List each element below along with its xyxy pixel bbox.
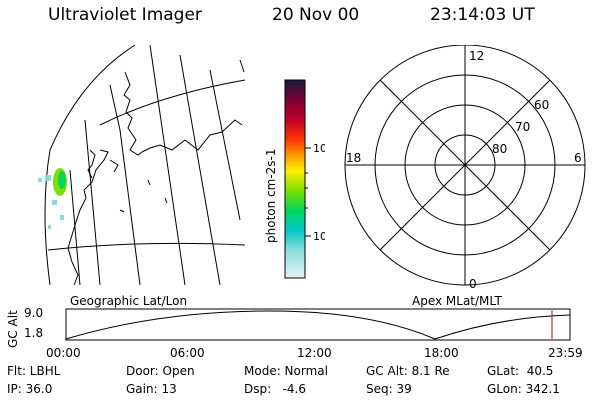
status-glat: GLat: 40.5 [487, 364, 554, 378]
emission-patch [38, 168, 67, 229]
time-label: 23:14:03 UT [430, 5, 535, 25]
lat-label-80: 80 [492, 142, 507, 156]
earth-limb [44, 44, 136, 286]
polar-plot: 12 18 6 0 60 70 80 [344, 45, 586, 290]
status-seq: Seq: 39 [366, 382, 412, 396]
altitude-plot [65, 308, 571, 341]
status-gc-alt: GC Alt: 8.1 Re [366, 364, 450, 378]
altitude-curve [65, 310, 571, 340]
altitude-ymax: 9.0 [24, 306, 44, 320]
date-label: 20 Nov 00 [272, 5, 360, 25]
status-mode: Mode: Normal [244, 364, 328, 378]
lat-label-60: 60 [534, 98, 549, 112]
status-dsp: Dsp: -4.6 [244, 382, 307, 396]
colorbar-tick-10: 10 [313, 230, 325, 243]
time-tick-4: 23:59 [548, 346, 583, 360]
time-tick-0: 00:00 [46, 346, 81, 360]
status-door: Door: Open [126, 364, 195, 378]
mlt-label-12: 12 [469, 49, 484, 63]
mlt-label-18: 18 [346, 151, 361, 165]
geographic-map [38, 44, 246, 286]
altitude-ymin: 1.8 [24, 326, 44, 340]
time-tick-1: 06:00 [170, 346, 205, 360]
lat-label-70: 70 [515, 120, 530, 134]
time-tick-3: 18:00 [424, 346, 459, 360]
instrument-title: Ultraviolet Imager [48, 5, 202, 25]
colorbar-tick-100: 100 [313, 142, 325, 155]
map-panel-label: Geographic Lat/Lon [70, 294, 188, 308]
status-ip: IP: 36.0 [7, 382, 53, 396]
mlt-label-0: 0 [469, 277, 477, 290]
polar-panel-label: Apex MLat/MLT [412, 294, 502, 308]
colorbar-unit-label: photon cm-2s-1 [264, 149, 278, 244]
status-filter: Flt: LBHL [7, 364, 61, 378]
colorbar: 100 10 photon cm-2s-1 [264, 79, 325, 279]
mlt-label-6: 6 [574, 151, 582, 165]
time-tick-2: 12:00 [297, 346, 332, 360]
status-gain: Gain: 13 [126, 382, 177, 396]
coastlines [67, 71, 243, 286]
status-glon: GLon: 342.1 [487, 382, 560, 396]
